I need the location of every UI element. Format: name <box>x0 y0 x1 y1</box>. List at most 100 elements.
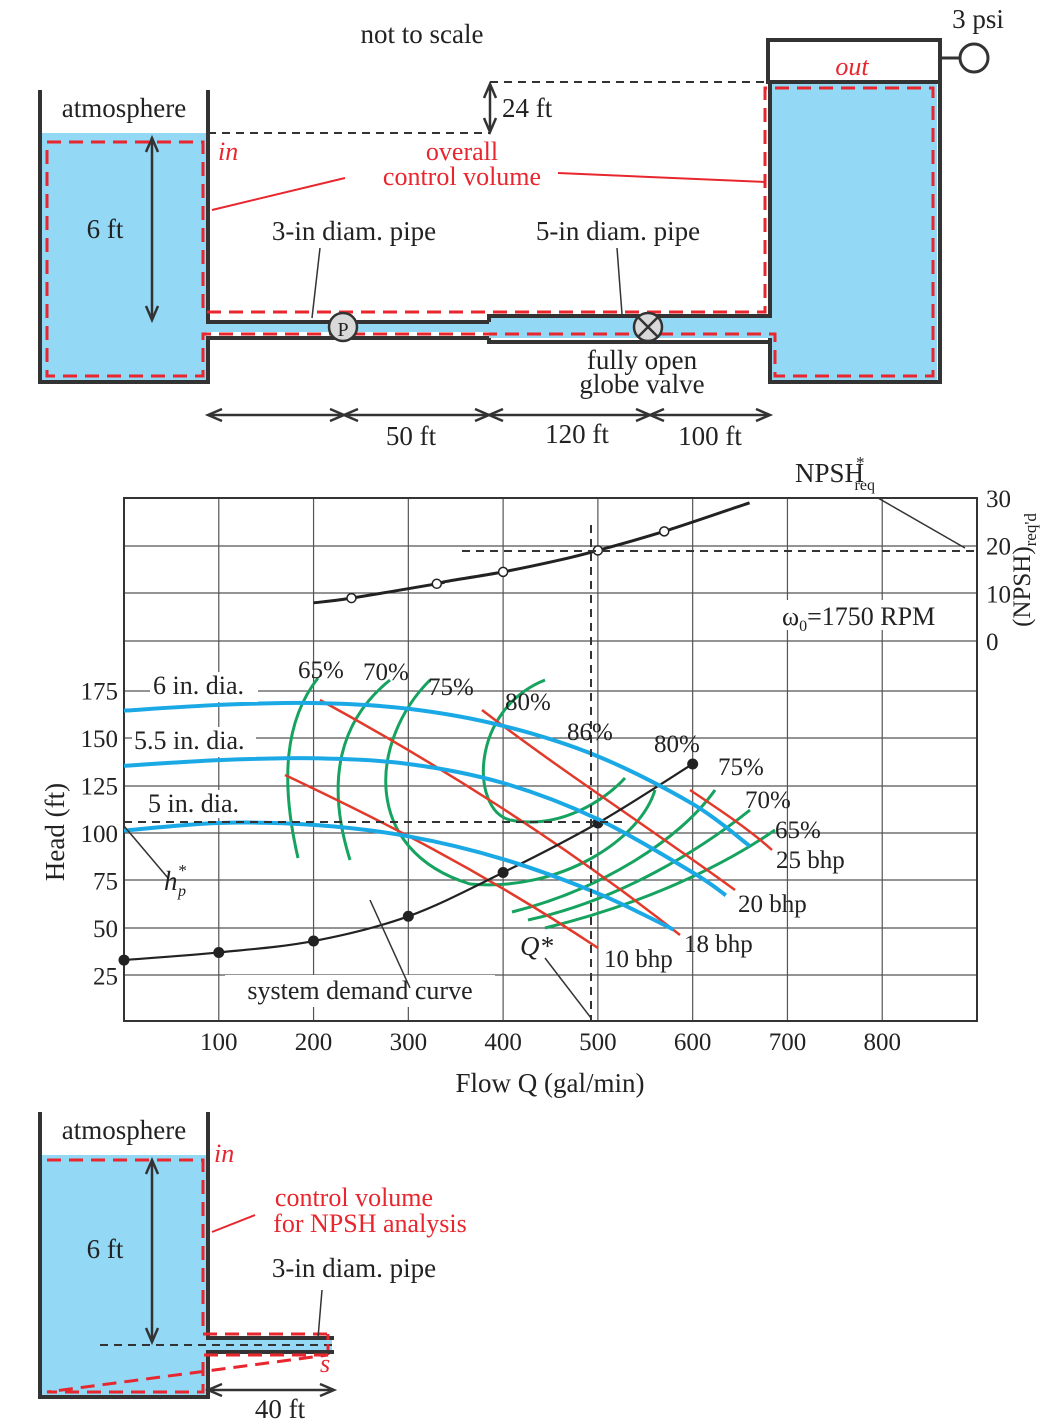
out-label: out <box>835 52 869 81</box>
pipe-3in-label: 3-in diam. pipe <box>272 216 436 246</box>
y-tick-label: 125 <box>81 774 119 801</box>
dia-55-label: 5.5 in. dia. <box>134 726 245 755</box>
not-to-scale-note: not to scale <box>361 19 484 49</box>
pressure-gauge-icon <box>958 42 990 74</box>
eff-label-75-left: 75% <box>428 674 474 701</box>
y2-tick-label: 20 <box>986 534 1011 561</box>
eff-label-65-left: 65% <box>298 657 344 684</box>
x-axis-title: Flow Q (gal/min) <box>456 1068 645 1098</box>
y-tick-label: 25 <box>93 964 118 991</box>
y2-tick-label: 10 <box>986 581 1011 608</box>
eff-label-80-top: 80% <box>505 689 551 716</box>
x-tick-label: 400 <box>484 1029 522 1056</box>
npsh-point <box>497 566 509 578</box>
npsh-cv-line1: control volume <box>275 1183 433 1212</box>
eff-label-65-right: 65% <box>775 817 821 844</box>
top-schematic: P not to scale atmosphere in out 3 psi 2… <box>38 4 1004 451</box>
y-tick-label: 100 <box>81 821 119 848</box>
pressure-label: 3 psi <box>952 4 1004 34</box>
atmosphere-label: atmosphere <box>62 93 186 123</box>
q-star-label: Q* <box>520 931 553 961</box>
eff-70-left <box>336 678 391 861</box>
bhp-18-label: 18 bhp <box>684 931 753 958</box>
npsh-point <box>658 526 670 537</box>
npsh-depth-label: 6 ft <box>87 1234 124 1264</box>
pump-icon <box>327 311 359 343</box>
bottom-schematic: atmosphere in 6 ft control volume for NP… <box>38 1112 467 1422</box>
y-tick-label: 75 <box>93 869 118 896</box>
y-axis-title: Head (ft) <box>40 783 70 881</box>
system-curve-point <box>118 954 130 966</box>
bhp-25-label: 25 bhp <box>776 847 845 874</box>
eff-65-left <box>286 677 320 859</box>
npsh-cv-line2: for NPSH analysis <box>273 1209 467 1238</box>
eff-label-70-left: 70% <box>363 659 409 686</box>
npsh-required-curve <box>313 501 751 605</box>
eff-65-right <box>544 828 776 930</box>
npsh-tank <box>38 1112 334 1399</box>
eff-75-left <box>384 678 657 887</box>
eff-80-loop <box>481 678 627 824</box>
npsh-in-label: in <box>214 1139 234 1168</box>
y2-tick-label: 30 <box>986 486 1011 513</box>
bhp-lines <box>284 698 773 950</box>
bhp-10-label: 10 bhp <box>604 946 673 973</box>
system-curve-point <box>497 866 509 878</box>
system-curve-point <box>213 946 225 958</box>
efficiency-contours <box>286 677 776 930</box>
depth-6-label: 6 ft <box>87 214 124 244</box>
speed-label: ω0=1750 RPM <box>782 602 935 635</box>
pump-label: P <box>337 319 348 341</box>
eff-label-70-right: 70% <box>745 787 791 814</box>
x-tick-label: 600 <box>674 1029 712 1056</box>
head-curve-6in <box>123 700 751 848</box>
overall-control-volume <box>45 86 935 378</box>
chart-curves <box>118 501 751 966</box>
plot-frame <box>123 497 978 1022</box>
x-tick-label: 800 <box>863 1029 901 1056</box>
length-120-label: 120 ft <box>545 419 609 449</box>
x-tick-label: 300 <box>390 1029 428 1056</box>
eff-label-80-right: 80% <box>654 731 700 758</box>
system-curve-point <box>308 935 320 947</box>
performance-chart: 100 200 300 400 500 600 700 8002550751001251501… <box>40 453 1040 1098</box>
head-curve-5in <box>123 820 675 932</box>
system-curve-label: system demand curve <box>247 976 472 1005</box>
left-tank-water <box>42 133 207 381</box>
height-24-label: 24 ft <box>502 93 553 123</box>
y2-tick-label: 0 <box>986 629 999 656</box>
npsh-tank-water <box>42 1155 207 1395</box>
x-tick-label: 100 <box>200 1029 238 1056</box>
right-tank-water <box>770 82 937 381</box>
npsh-point <box>431 578 443 590</box>
bhp-20-label: 20 bhp <box>738 891 807 918</box>
cv-label-line1: overall <box>426 137 498 166</box>
y-tick-label: 150 <box>81 726 119 753</box>
length-50-label: 50 ft <box>386 421 437 451</box>
suction-s-label: s <box>320 1349 330 1378</box>
system-curve-point <box>687 758 699 770</box>
axis-ticks: 100 200 300 400 500 600 700 8002550751001251501… <box>81 486 1012 1056</box>
npsh-point <box>346 592 357 604</box>
length-100-label: 100 ft <box>678 421 742 451</box>
pipe-5in-label: 5-in diam. pipe <box>536 216 700 246</box>
bhp-10-line <box>284 773 599 950</box>
x-tick-label: 200 <box>295 1029 333 1056</box>
npsh-pipe-label: 3-in diam. pipe <box>272 1253 436 1283</box>
valve-label-line2: globe valve <box>579 369 704 399</box>
hp-star-label: h* p <box>164 861 187 900</box>
in-label: in <box>218 137 238 166</box>
system-curve-point <box>402 910 414 922</box>
cv-label-line2: control volume <box>383 162 541 191</box>
right-axis-title: (NPSH)req'd <box>1009 513 1040 627</box>
x-tick-label: 500 <box>579 1029 617 1056</box>
npsh-atmosphere-label: atmosphere <box>62 1115 186 1145</box>
eff-label-86: 86% <box>567 719 613 746</box>
left-tank <box>38 90 489 384</box>
eff-label-75-right: 75% <box>718 754 764 781</box>
npsh-control-volume <box>46 1158 329 1394</box>
dia-6-label: 6 in. dia. <box>153 671 244 700</box>
dia-5-label: 5 in. dia. <box>148 789 239 818</box>
y-tick-label: 50 <box>93 916 118 943</box>
